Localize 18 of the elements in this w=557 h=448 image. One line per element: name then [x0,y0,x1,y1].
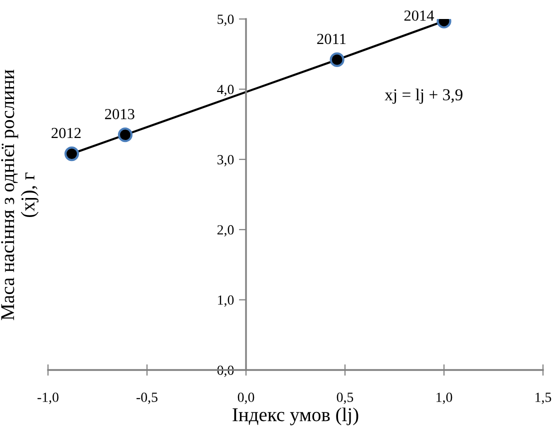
x-tick-label: 0,0 [238,392,254,404]
x-tick-label: 1,0 [436,392,452,404]
y-tick-label: 4,0 [217,84,234,96]
annotation: 2011 [317,34,346,44]
x-tick-label: 1,5 [536,392,552,404]
annotation: 2012 [52,128,81,138]
y-tick-label: 5,0 [218,14,234,26]
y-tick-label: 2,0 [217,225,234,237]
y-axis-title: Маса насіння з однієї рослини (xj), г [1,70,38,320]
x-tick-label: 0,5 [336,392,354,404]
annotation: xj = lj + 3,9 [384,88,462,104]
y-tick-label: 1,0 [218,295,234,307]
x-tick-label: -1,0 [38,392,58,404]
x-axis-title: Індекс умов (lj) [232,408,358,426]
annotation: 2014 [404,10,434,21]
x-tick-label: -0,5 [136,392,158,404]
y-tick-label: 3,0 [217,154,234,166]
annotation: 2013 [105,108,134,120]
